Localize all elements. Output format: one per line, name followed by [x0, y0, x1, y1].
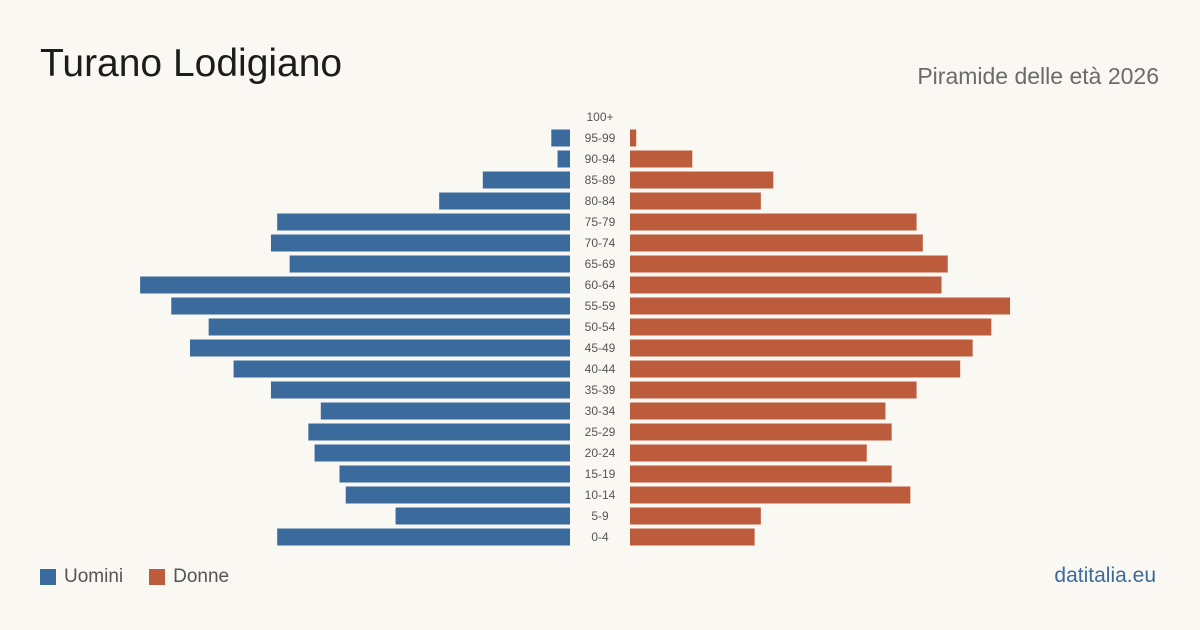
bar-women-5-9[interactable]	[630, 507, 761, 525]
source-link[interactable]: datitalia.eu	[1054, 564, 1156, 587]
bar-men-50-54[interactable]	[208, 318, 570, 336]
age-label-40-44: 40-44	[585, 362, 616, 376]
chart-legend: Uomini Donne	[40, 566, 255, 588]
bar-women-75-79[interactable]	[630, 213, 917, 231]
bar-women-85-89[interactable]	[630, 171, 774, 189]
bar-men-0-4[interactable]	[277, 528, 570, 546]
age-label-5-9: 5-9	[591, 509, 609, 523]
bar-men-10-14[interactable]	[345, 486, 570, 504]
age-label-85-89: 85-89	[585, 173, 616, 187]
bar-women-15-19[interactable]	[630, 465, 892, 483]
age-label-15-19: 15-19	[585, 467, 616, 481]
legend-item-men: Uomini	[40, 566, 123, 588]
bar-men-15-19[interactable]	[339, 465, 570, 483]
bar-women-95-99[interactable]	[630, 129, 637, 147]
bar-women-40-44[interactable]	[630, 360, 961, 378]
legend-label-women: Donne	[173, 566, 230, 587]
bar-women-80-84[interactable]	[630, 192, 761, 210]
age-label-70-74: 70-74	[585, 236, 616, 250]
age-label-80-84: 80-84	[585, 194, 616, 208]
bar-men-30-34[interactable]	[320, 402, 570, 420]
bar-men-70-74[interactable]	[270, 234, 570, 252]
bar-men-45-49[interactable]	[189, 339, 570, 357]
bar-women-35-39[interactable]	[630, 381, 917, 399]
bar-women-30-34[interactable]	[630, 402, 886, 420]
age-label-55-59: 55-59	[585, 299, 616, 313]
age-label-90-94: 90-94	[585, 152, 616, 166]
bar-men-90-94[interactable]	[557, 150, 570, 168]
bar-men-80-84[interactable]	[439, 192, 570, 210]
age-label-20-24: 20-24	[585, 446, 616, 460]
bar-men-35-39[interactable]	[270, 381, 570, 399]
age-label-25-29: 25-29	[585, 425, 616, 439]
bar-women-20-24[interactable]	[630, 444, 867, 462]
age-label-35-39: 35-39	[585, 383, 616, 397]
bar-men-65-69[interactable]	[289, 255, 570, 273]
bar-women-50-54[interactable]	[630, 318, 992, 336]
chart-subtitle: Piramide delle età 2026	[917, 63, 1159, 89]
legend-label-men: Uomini	[64, 566, 124, 587]
age-label-45-49: 45-49	[585, 341, 616, 355]
age-label-75-79: 75-79	[585, 215, 616, 229]
bar-women-90-94[interactable]	[630, 150, 693, 168]
bar-women-25-29[interactable]	[630, 423, 892, 441]
bar-women-45-49[interactable]	[630, 339, 973, 357]
age-label-65-69: 65-69	[585, 257, 616, 271]
bar-women-10-14[interactable]	[630, 486, 911, 504]
bar-women-70-74[interactable]	[630, 234, 923, 252]
bar-men-25-29[interactable]	[308, 423, 570, 441]
age-label-30-34: 30-34	[585, 404, 616, 418]
bar-men-60-64[interactable]	[140, 276, 570, 294]
bar-women-55-59[interactable]	[630, 297, 1011, 315]
bar-men-20-24[interactable]	[314, 444, 570, 462]
age-label-10-14: 10-14	[585, 488, 616, 502]
age-label-60-64: 60-64	[585, 278, 616, 292]
bar-men-75-79[interactable]	[277, 213, 570, 231]
bar-men-85-89[interactable]	[482, 171, 570, 189]
bar-men-95-99[interactable]	[551, 129, 570, 147]
age-label-100plus: 100+	[586, 110, 613, 124]
age-label-50-54: 50-54	[585, 320, 616, 334]
bar-women-60-64[interactable]	[630, 276, 942, 294]
bar-women-65-69[interactable]	[630, 255, 948, 273]
legend-swatch-men	[40, 569, 56, 585]
bar-women-0-4[interactable]	[630, 528, 755, 546]
bar-men-5-9[interactable]	[395, 507, 570, 525]
age-label-95-99: 95-99	[585, 131, 616, 145]
bar-men-55-59[interactable]	[171, 297, 570, 315]
bar-men-40-44[interactable]	[233, 360, 570, 378]
legend-swatch-women	[149, 569, 166, 585]
age-label-0-4: 0-4	[591, 530, 609, 544]
page-title: Turano Lodigiano	[40, 42, 343, 85]
legend-item-women: Donne	[149, 566, 229, 588]
